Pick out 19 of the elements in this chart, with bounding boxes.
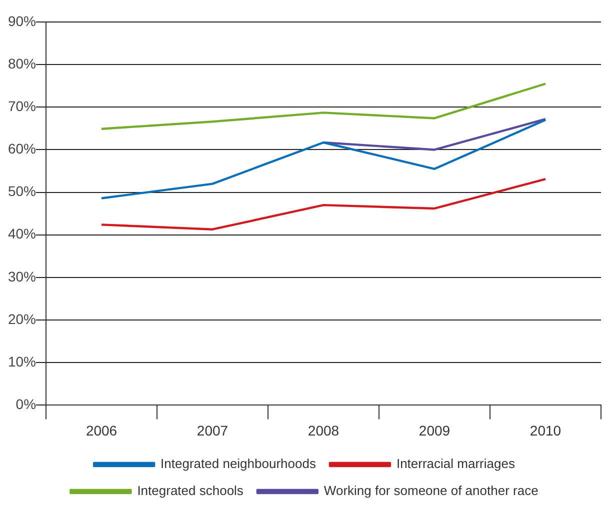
- y-tick-label: 90%: [8, 12, 36, 29]
- y-tick-label: 40%: [8, 226, 36, 242]
- y-tick-label: 70%: [8, 98, 36, 114]
- y-tick-label: 10%: [8, 353, 36, 370]
- x-tick-label: 2009: [418, 422, 450, 438]
- x-tick-label: 2010: [530, 422, 562, 438]
- y-tick-label: 80%: [8, 55, 36, 72]
- y-tick-label: 60%: [8, 140, 36, 157]
- legend-label: Interracial marriages: [396, 456, 516, 472]
- y-tick-label: 30%: [8, 268, 36, 284]
- legend-label: Integrated neighbourhoods: [160, 456, 316, 472]
- y-tick-label: 20%: [8, 310, 36, 327]
- x-tick-label: 2008: [308, 422, 340, 438]
- y-tick-label: 0%: [16, 396, 36, 412]
- legend-label: Integrated schools: [137, 483, 244, 498]
- y-tick-label: 50%: [8, 183, 36, 200]
- x-tick-label: 2006: [86, 422, 118, 438]
- legend-label: Working for someone of another race: [324, 483, 538, 498]
- x-tick-label: 2007: [196, 422, 228, 438]
